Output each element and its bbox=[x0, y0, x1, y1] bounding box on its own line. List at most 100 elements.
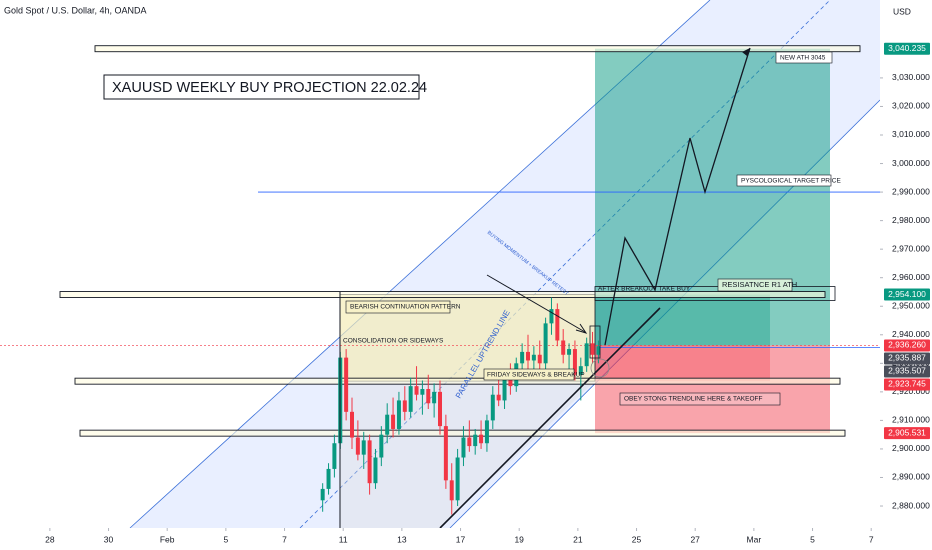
x-tick-label: 7 bbox=[282, 534, 287, 544]
stop-zone bbox=[595, 345, 830, 434]
candle-body bbox=[420, 389, 425, 395]
x-tick-label: 13 bbox=[397, 534, 407, 544]
candle-body bbox=[379, 434, 384, 458]
price-label-bg bbox=[884, 42, 930, 55]
candle-body bbox=[467, 437, 472, 447]
candle-body bbox=[584, 343, 589, 367]
x-tick-label: 21 bbox=[573, 534, 583, 544]
candle-body bbox=[455, 457, 460, 501]
candle-body bbox=[355, 437, 360, 455]
candle-body bbox=[496, 394, 501, 401]
level-box bbox=[59, 291, 826, 298]
annotation: FRIDAY SIDEWAYS & BREAKUP bbox=[487, 372, 585, 379]
candle-body bbox=[479, 434, 484, 444]
trendline bbox=[439, 307, 661, 529]
price-label-bg bbox=[884, 427, 930, 440]
chart-title: XAUUSD WEEKLY BUY PROJECTION 22.02.24 bbox=[112, 80, 427, 96]
candle-body bbox=[596, 346, 601, 355]
zones bbox=[0, 45, 880, 528]
annotation: RESISATNCE R1 ATH bbox=[722, 280, 797, 289]
y-tick-label: 2,960.000 bbox=[892, 272, 930, 282]
y-tick-label: 2,880.000 bbox=[892, 500, 930, 510]
note-box bbox=[483, 368, 575, 381]
pointer-arrow bbox=[486, 274, 586, 333]
currency-label: USD bbox=[893, 6, 911, 16]
resistance-box bbox=[594, 286, 836, 301]
candle-body bbox=[443, 426, 448, 481]
x-tick-label: 19 bbox=[514, 534, 524, 544]
y-tick-label: 2,920.000 bbox=[892, 386, 930, 396]
candle-body bbox=[449, 480, 454, 501]
stop-zone-inner bbox=[595, 345, 770, 382]
marker-circle bbox=[590, 358, 610, 378]
price-label-bg bbox=[884, 378, 930, 391]
candle-body bbox=[578, 366, 583, 375]
price-label: 2,935.507 bbox=[888, 366, 926, 376]
x-tick-label: 5 bbox=[810, 534, 815, 544]
level-box bbox=[79, 429, 846, 437]
pattern-lower bbox=[340, 381, 595, 528]
level-box bbox=[94, 45, 861, 53]
annotation: CONSOLIDATION OR SIDEWAYS bbox=[343, 338, 444, 345]
y-tick-label: 2,950.000 bbox=[892, 300, 930, 310]
annotation: BEARISH CONTINUATION PATTERN bbox=[350, 304, 461, 311]
axes: 2,880.000 2,890.000 2,900.000 2,910.000 2,92… bbox=[45, 42, 930, 544]
candle-body bbox=[402, 400, 407, 412]
price-label-bg bbox=[884, 339, 930, 352]
candle-body bbox=[484, 420, 489, 444]
candle-body bbox=[344, 357, 349, 412]
time-axis bbox=[0, 528, 932, 550]
y-tick-label: 2,990.000 bbox=[892, 186, 930, 196]
level-box bbox=[74, 377, 841, 385]
note-box bbox=[345, 300, 451, 314]
annotation: AFTER BREAKOUT TAKE BUY bbox=[598, 286, 691, 293]
y-tick-label: 2,910.000 bbox=[892, 415, 930, 425]
candle-body bbox=[367, 440, 372, 484]
candle-body bbox=[385, 414, 390, 435]
x-tick-label: 25 bbox=[632, 534, 642, 544]
candle-body bbox=[572, 349, 577, 375]
price-label-bg bbox=[884, 288, 930, 301]
price-label-bg bbox=[884, 352, 930, 365]
candle-body bbox=[520, 351, 525, 364]
candle-body bbox=[361, 440, 366, 455]
price-label: 2,954.100 bbox=[888, 289, 926, 299]
candle-body bbox=[526, 351, 530, 361]
candle-body bbox=[473, 434, 478, 447]
note-box bbox=[775, 51, 833, 64]
y-tick-label: 2,970.000 bbox=[892, 243, 930, 253]
x-tick-label: 7 bbox=[869, 534, 874, 544]
y-tick-label: 2,980.000 bbox=[892, 215, 930, 225]
x-tick-label: 30 bbox=[104, 534, 114, 544]
price-label: 2,905.531 bbox=[888, 427, 926, 437]
candle-body bbox=[502, 377, 507, 401]
x-tick-label: Feb bbox=[160, 534, 175, 544]
candle-body bbox=[320, 488, 325, 501]
candle-body bbox=[508, 377, 513, 387]
x-tick-label: 27 bbox=[690, 534, 700, 544]
candle-body bbox=[426, 389, 431, 404]
candle-body bbox=[438, 391, 442, 427]
y-tick-label: 2,940.000 bbox=[892, 329, 930, 339]
candle-body bbox=[543, 323, 548, 364]
candle-body bbox=[408, 386, 413, 412]
candle-body bbox=[531, 354, 536, 361]
candle-body bbox=[490, 394, 495, 421]
price-label: 2,936.260 bbox=[888, 340, 926, 350]
note-box bbox=[736, 174, 832, 187]
annotation: OBEY STONG TRENDLINE HERE & TAKEOFF bbox=[624, 396, 762, 403]
candle-body bbox=[326, 468, 331, 489]
price-label: 2,935.887 bbox=[888, 353, 926, 363]
title-box bbox=[103, 74, 420, 100]
candle-body bbox=[537, 354, 542, 364]
x-tick-label: 5 bbox=[223, 534, 228, 544]
candle-body bbox=[414, 386, 419, 395]
candle-body bbox=[350, 411, 354, 438]
y-tick-label: 3,020.000 bbox=[892, 101, 930, 111]
y-tick-label: 2,890.000 bbox=[892, 472, 930, 482]
candle-body bbox=[590, 343, 595, 355]
x-tick-label: 17 bbox=[456, 534, 466, 544]
candle-body bbox=[432, 391, 437, 404]
candle-body bbox=[549, 309, 554, 324]
